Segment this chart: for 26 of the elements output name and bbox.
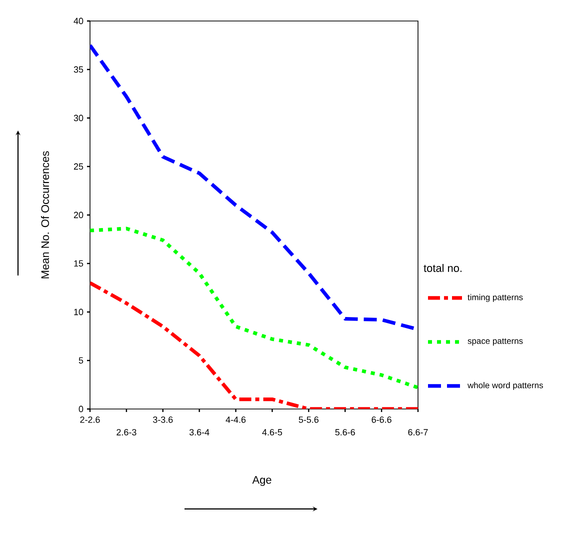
x-tick-label: 4-4.6 bbox=[226, 416, 246, 423]
x-tick-label: 2-2.6 bbox=[80, 416, 100, 423]
x-axis-title: Age bbox=[252, 476, 272, 486]
y-tick-label: 35 bbox=[74, 66, 84, 73]
x-tick-label: 6.6-7 bbox=[408, 429, 428, 436]
x-tick-label: 2.6-3 bbox=[116, 429, 136, 436]
y-tick-label: 15 bbox=[74, 260, 84, 267]
y-tick-label: 25 bbox=[74, 163, 84, 170]
y-tick-label: 40 bbox=[74, 18, 84, 24]
line-series bbox=[90, 226, 418, 390]
x-tick-label: 3.6-4 bbox=[189, 429, 210, 436]
y-tick-label: 20 bbox=[74, 212, 84, 218]
x-tick-label: 5.6-6 bbox=[335, 429, 355, 436]
legend-label: whole word patterns bbox=[468, 382, 543, 390]
x-tick-label: 6-6.6 bbox=[372, 416, 392, 423]
y-axis-title: Mean No. Of Occurrences bbox=[41, 151, 50, 278]
y-tick-label: 0 bbox=[78, 406, 84, 412]
legend-label: timing patterns bbox=[468, 294, 523, 302]
y-tick-label: 30 bbox=[74, 114, 84, 122]
legend-label: space patterns bbox=[468, 338, 523, 346]
y-tick-label: 5 bbox=[78, 357, 84, 364]
x-tick-label: 5-5.6 bbox=[298, 416, 318, 423]
y-tick-label: 10 bbox=[74, 308, 84, 316]
x-tick-label: 4.6-5 bbox=[262, 429, 282, 436]
legend-title: total no. bbox=[424, 264, 462, 272]
x-tick-label: 3-3.6 bbox=[153, 416, 173, 423]
